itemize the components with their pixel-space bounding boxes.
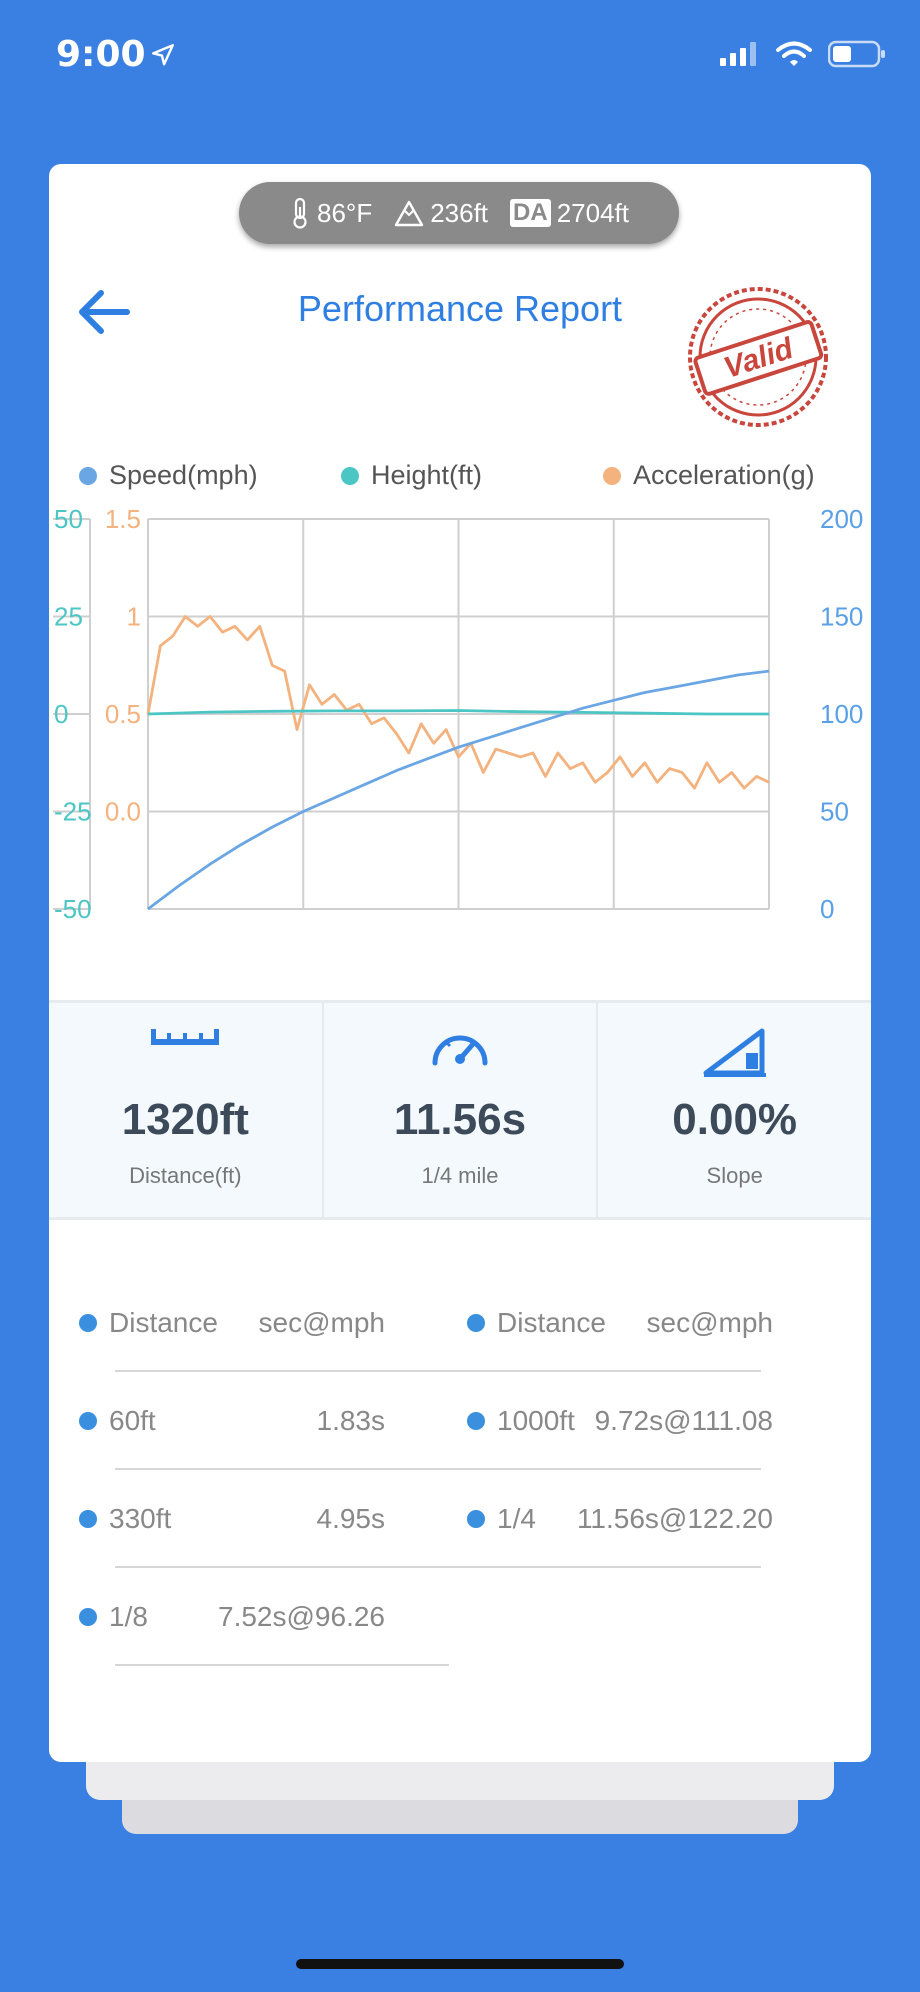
divider	[115, 1468, 761, 1470]
height-series-line	[147, 709, 769, 716]
legend-item-speed: Speed(mph)	[79, 460, 258, 491]
location-arrow-icon	[152, 44, 174, 66]
back-arrow-icon[interactable]	[73, 282, 137, 342]
divider	[115, 1566, 761, 1568]
split-cell: 1000ft 9.72s@111.08	[467, 1372, 773, 1470]
split-distance: 330ft	[109, 1503, 172, 1534]
slope-icon	[703, 1028, 766, 1077]
wifi-icon	[776, 41, 812, 66]
header-distance: Distance	[109, 1307, 218, 1338]
split-distance: 60ft	[109, 1405, 156, 1436]
accel-tick-label: 0.0	[105, 797, 141, 827]
header-cell-left: Distance sec@mph	[79, 1274, 385, 1372]
battery-icon	[828, 40, 885, 68]
performance-chart: 50 25 0 -25 -50 1.5 1 0.5 0.0 200 150 100 50 0	[53, 509, 863, 924]
quarter-mile-time: 11.56s	[393, 1095, 527, 1144]
chart-legend: Speed(mph) Height(ft) Acceleration(g)	[49, 460, 871, 500]
table-row: 1/8 7.52s@96.26	[49, 1568, 871, 1666]
header-secmph: sec@mph	[646, 1307, 773, 1338]
height-tick-label: 50	[54, 509, 83, 534]
acceleration-series-line	[146, 615, 770, 790]
accel-tick-label: 1	[127, 602, 141, 632]
split-cell: 330ft 4.95s	[79, 1470, 385, 1568]
legend-item-acceleration: Acceleration(g)	[603, 460, 815, 491]
page-title: Performance Report	[297, 288, 623, 329]
stats-strip: 1320ft Distance(ft) 11.56s 1/4 mile 0.00…	[49, 1000, 871, 1220]
stat-quarter-mile: 11.56s 1/4 mile	[324, 1003, 599, 1217]
status-time: 9:00	[56, 34, 146, 75]
slope-value: 0.00%	[672, 1095, 798, 1144]
accel-tick-label: 0.5	[105, 699, 141, 729]
ruler-icon	[151, 1029, 220, 1045]
quarter-mile-label: 1/4 mile	[421, 1163, 499, 1188]
performance-report-card: 86°F 236ft DA 2704ft Performance Report …	[49, 164, 871, 1762]
speed-tick-label: 50	[820, 797, 849, 827]
status-bar: 9:00	[0, 0, 920, 110]
split-distance: 1/8	[109, 1601, 148, 1632]
split-distance: 1000ft	[497, 1405, 575, 1436]
speed-tick-label: 100	[820, 699, 863, 729]
distance-value: 1320ft	[121, 1095, 249, 1144]
split-cell: 1/8 7.52s@96.26	[79, 1568, 385, 1666]
split-time: 9.72s@111.08	[594, 1405, 773, 1436]
distance-label: Distance(ft)	[129, 1163, 242, 1188]
bullet-dot	[79, 1314, 97, 1332]
legend-label-acceleration: Acceleration(g)	[633, 460, 815, 490]
bullet-dot	[467, 1314, 485, 1332]
temperature-item: 86°F	[289, 197, 372, 229]
bullet-dot	[79, 1412, 97, 1430]
da-badge: DA	[510, 199, 551, 227]
legend-item-height: Height(ft)	[341, 460, 482, 491]
bullet-dot	[79, 1510, 97, 1528]
stat-slope: 0.00% Slope	[598, 1003, 871, 1217]
height-tick-label: -25	[54, 797, 92, 827]
accel-tick-label: 1.5	[105, 509, 141, 534]
bullet-dot	[467, 1510, 485, 1528]
speed-tick-label: 0	[820, 894, 834, 924]
divider	[115, 1370, 761, 1372]
table-row: 330ft 4.95s 1/4 11.56s@122.20	[49, 1470, 871, 1568]
split-time: 1.83s	[316, 1405, 386, 1436]
mountain-icon	[395, 200, 424, 227]
speed-tick-label: 150	[820, 602, 863, 632]
density-altitude-value: 2704ft	[556, 197, 629, 228]
header-cell-right: Distance sec@mph	[467, 1274, 773, 1372]
header-secmph: sec@mph	[258, 1307, 385, 1338]
speed-series-line	[147, 669, 770, 911]
thermometer-icon	[293, 197, 307, 229]
speedometer-icon	[432, 1035, 488, 1066]
stat-distance: 1320ft Distance(ft)	[49, 1003, 324, 1217]
cellular-signal-icon	[720, 42, 756, 66]
temperature-value: 86°F	[317, 197, 373, 228]
splits-header-row: Distance sec@mph Distance sec@mph	[49, 1274, 871, 1372]
legend-label-height: Height(ft)	[371, 460, 483, 490]
legend-dot-acceleration	[603, 466, 621, 485]
height-tick-label: -50	[54, 894, 92, 924]
split-cell: 60ft 1.83s	[79, 1372, 385, 1470]
altitude-item: 236ft	[394, 198, 488, 229]
table-row: 60ft 1.83s 1000ft 9.72s@111.08	[49, 1372, 871, 1470]
divider	[115, 1664, 449, 1666]
split-time: 4.95s	[316, 1503, 386, 1534]
split-time: 7.52s@96.26	[218, 1601, 385, 1632]
home-indicator[interactable]	[296, 1959, 624, 1969]
height-tick-label: 0	[54, 699, 68, 729]
speed-tick-label: 200	[820, 509, 863, 534]
split-time: 11.56s@122.20	[576, 1503, 773, 1534]
header-distance: Distance	[497, 1307, 606, 1338]
environment-pill: 86°F 236ft DA 2704ft	[239, 182, 679, 244]
bullet-dot	[467, 1412, 485, 1430]
slope-label: Slope	[706, 1163, 763, 1188]
legend-dot-height	[341, 466, 359, 485]
height-tick-label: 25	[54, 602, 83, 632]
legend-dot-speed	[79, 466, 97, 485]
legend-label-speed: Speed(mph)	[109, 460, 258, 490]
valid-stamp: Valid	[688, 287, 828, 427]
density-altitude-item: DA 2704ft	[510, 198, 629, 229]
altitude-value: 236ft	[430, 197, 489, 228]
split-distance: 1/4	[497, 1503, 536, 1534]
split-cell: 1/4 11.56s@122.20	[467, 1470, 773, 1568]
bullet-dot	[79, 1608, 97, 1626]
